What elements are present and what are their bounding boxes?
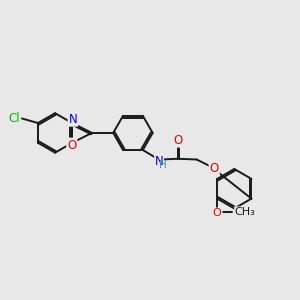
Text: N: N bbox=[68, 113, 77, 126]
Text: H: H bbox=[159, 160, 167, 170]
Text: CH₃: CH₃ bbox=[235, 207, 255, 217]
Text: O: O bbox=[213, 208, 222, 218]
Text: O: O bbox=[67, 139, 76, 152]
Text: N: N bbox=[155, 154, 164, 167]
Text: O: O bbox=[174, 134, 183, 147]
Text: O: O bbox=[210, 162, 219, 175]
Text: Cl: Cl bbox=[8, 112, 20, 124]
